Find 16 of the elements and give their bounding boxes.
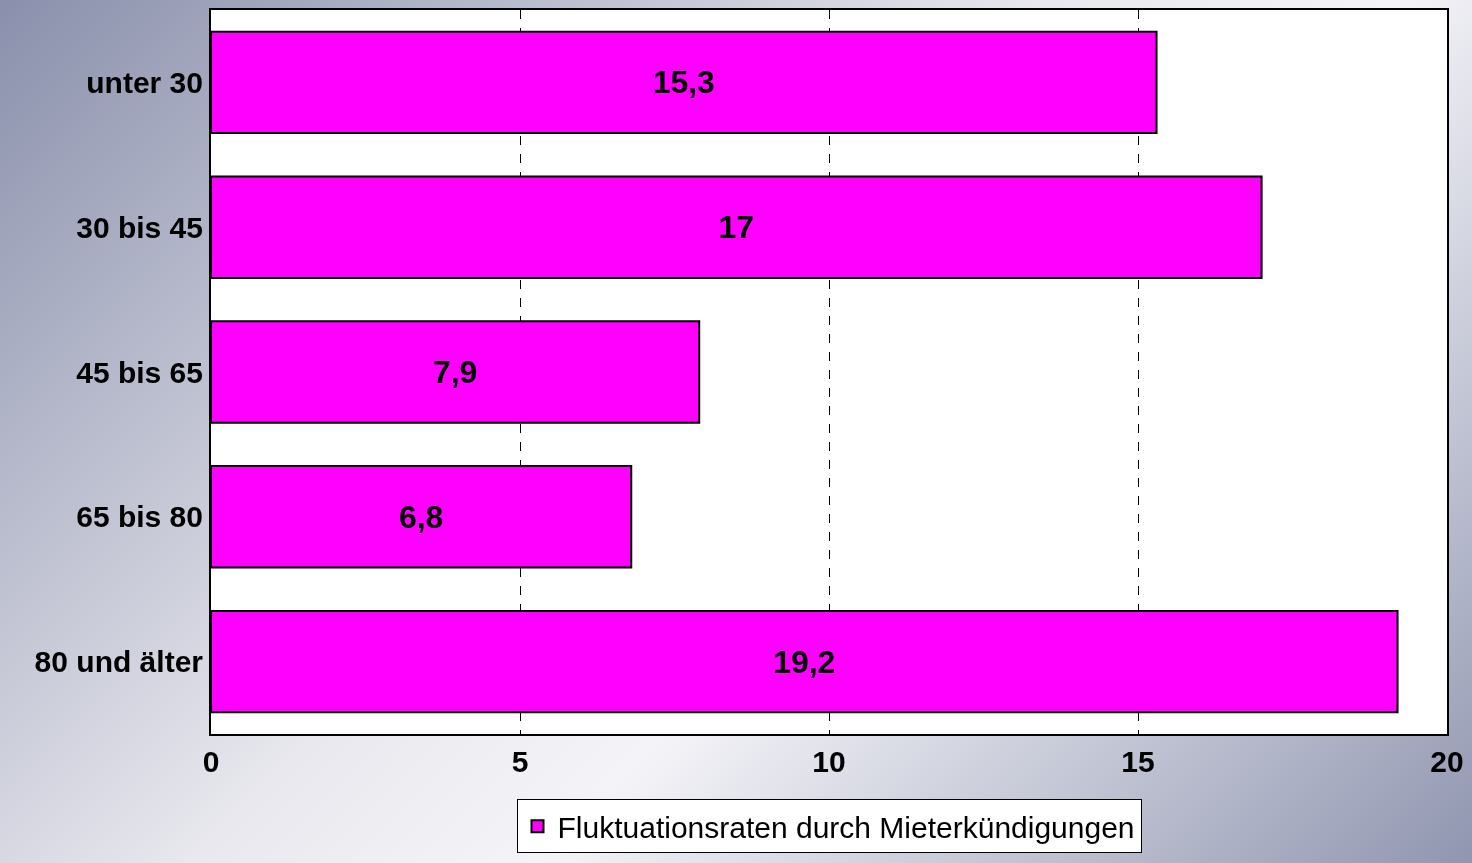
x-tick-label: 0 xyxy=(202,745,220,778)
data-label: 17 xyxy=(718,209,755,246)
y-tick-label: 80 und älter xyxy=(34,645,204,679)
data-label: 6,8 xyxy=(398,498,444,535)
y-tick-label: 30 bis 45 xyxy=(76,210,203,244)
y-tick-label: unter 30 xyxy=(86,65,203,99)
x-tick-label: 10 xyxy=(812,745,846,778)
x-tick-label: 20 xyxy=(1430,745,1464,778)
data-label: 15,3 xyxy=(652,64,715,101)
y-tick-label: 45 bis 65 xyxy=(76,355,203,389)
data-label: 19,2 xyxy=(773,643,836,680)
legend-label: Fluktuationsraten durch Mieterkündigungen xyxy=(557,810,1135,844)
y-tick-label: 65 bis 80 xyxy=(76,500,203,534)
data-label: 7,9 xyxy=(432,354,478,390)
x-tick-label: 5 xyxy=(511,745,529,778)
x-tick-label: 15 xyxy=(1121,745,1155,778)
